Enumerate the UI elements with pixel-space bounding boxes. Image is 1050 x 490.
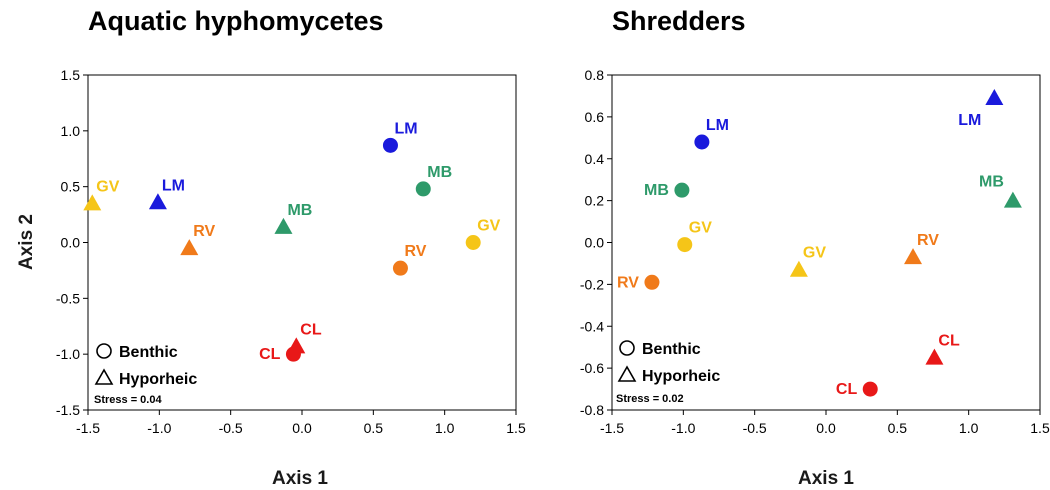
point-label-mb: MB (427, 164, 452, 181)
point-label-lm: LM (958, 112, 981, 129)
point-label-rv: RV (617, 274, 639, 291)
legend: Benthic Hyporheic Stress = 0.02 (616, 340, 720, 405)
chart-title: Shredders (612, 6, 746, 36)
stress-value: Stress = 0.02 (616, 393, 684, 405)
hyporheic-point-lm (985, 89, 1004, 106)
legend-benthic-label: Benthic (119, 344, 178, 361)
shredders-panel: Shredders Axis 1 -1.5 -1.0 -0.5 0.0 0.5 1.0 1.… (580, 6, 1050, 489)
stress-value: Stress = 0.04 (94, 394, 162, 406)
benthic-point-lm (694, 134, 710, 150)
hyporheic-point-cl (925, 348, 944, 365)
y-tick-label: 0.0 (585, 235, 605, 251)
x-tick-label: -0.5 (219, 420, 243, 436)
benthic-point-cl (862, 381, 878, 397)
x-tick-label: 0.5 (888, 420, 908, 436)
hyporheic-point-mb (274, 217, 293, 234)
chart-title: Aquatic hyphomycetes (88, 6, 384, 36)
y-tick-label: 0.5 (61, 179, 81, 195)
point-label-rv: RV (193, 223, 215, 240)
y-axis-ticks: -1.5 -1.0 -0.5 0.0 0.5 1.0 1.5 (56, 67, 88, 418)
benthic-point-mb (415, 181, 431, 197)
x-tick-label: -1.5 (600, 420, 624, 436)
x-tick-label: 1.5 (1030, 420, 1050, 436)
x-tick-label: -1.0 (671, 420, 695, 436)
legend: Benthic Hyporheic Stress = 0.04 (94, 343, 197, 406)
point-label-lm: LM (162, 177, 185, 194)
point-label-gv: GV (803, 245, 826, 262)
x-tick-label: 0.5 (364, 420, 384, 436)
point-label-rv: RV (404, 243, 426, 260)
point-label-gv: GV (96, 178, 119, 195)
x-tick-label: -0.5 (743, 420, 767, 436)
data-points: LM MB GV RV CL GV LM RV MB CL (83, 120, 501, 363)
x-axis-title: Axis 1 (798, 468, 854, 489)
benthic-point-mb (674, 182, 690, 198)
benthic-point-gv (677, 237, 693, 253)
y-tick-label: -0.2 (580, 276, 604, 292)
x-tick-label: 1.0 (959, 420, 979, 436)
y-tick-label: 1.0 (61, 123, 81, 139)
hyporheic-legend-marker (94, 368, 114, 385)
benthic-point-rv (392, 260, 408, 276)
hyporheic-legend-marker (617, 365, 637, 382)
hyporheic-point-gv (789, 260, 808, 277)
y-tick-label: 0.8 (585, 67, 605, 83)
data-points: LM MB GV RV CL LM MB RV GV CL (617, 89, 1022, 398)
y-axis-ticks: -0.8 -0.6 -0.4 -0.2 0.0 0.2 0.4 0.6 0.8 (580, 67, 612, 418)
hyporheic-point-gv (83, 194, 102, 211)
y-tick-label: -0.8 (580, 402, 604, 418)
aquatic-hyphomycetes-panel: Aquatic hyphomycetes Axis 1 Axis 2 -1.5-… (16, 6, 526, 489)
benthic-point-lm (382, 137, 398, 153)
point-label-cl: CL (259, 346, 281, 363)
x-tick-label: -1.5 (76, 420, 100, 436)
y-tick-label: 0.6 (585, 109, 605, 125)
y-tick-label: 0.2 (585, 193, 605, 209)
y-tick-label: -0.4 (580, 318, 604, 334)
benthic-point-gv (465, 235, 481, 250)
y-axis-title: Axis 2 (16, 214, 37, 270)
y-tick-label: -0.5 (56, 290, 80, 306)
benthic-legend-marker (619, 340, 635, 356)
x-tick-label: 1.5 (506, 420, 526, 436)
benthic-point-rv (644, 274, 660, 290)
point-label-mb: MB (287, 202, 312, 219)
legend-hyporheic-label: Hyporheic (642, 368, 720, 385)
x-tick-label: 0.0 (292, 420, 312, 436)
hyporheic-point-mb (1003, 191, 1022, 208)
point-label-mb: MB (979, 174, 1004, 191)
point-label-rv: RV (917, 232, 939, 249)
legend-benthic-label: Benthic (642, 341, 701, 358)
y-tick-label: 0.0 (61, 235, 81, 251)
point-label-cl: CL (300, 321, 322, 338)
legend-hyporheic-label: Hyporheic (119, 371, 197, 388)
point-label-gv: GV (477, 218, 500, 235)
point-label-lm: LM (394, 120, 417, 137)
point-label-mb: MB (644, 182, 669, 199)
hyporheic-point-rv (180, 239, 199, 256)
hyporheic-point-lm (148, 193, 167, 210)
x-axis-ticks: -1.5 -1.0 -0.5 0.0 0.5 1.0 1.5 (76, 410, 526, 436)
x-axis-title: Axis 1 (272, 468, 328, 489)
x-tick-label: 0.0 (816, 420, 836, 436)
x-tick-label: -1.0 (147, 420, 171, 436)
y-tick-label: -0.6 (580, 360, 604, 376)
benthic-legend-marker (96, 343, 112, 359)
y-tick-label: 1.5 (61, 67, 81, 83)
y-tick-label: -1.5 (56, 402, 80, 418)
point-label-cl: CL (836, 381, 858, 398)
point-label-gv: GV (689, 220, 712, 237)
y-tick-label: 0.4 (585, 151, 605, 167)
x-tick-label: 1.0 (435, 420, 455, 436)
hyporheic-point-cl (287, 337, 306, 354)
y-tick-label: -1.0 (56, 346, 80, 362)
hyporheic-point-rv (904, 248, 923, 265)
point-label-lm: LM (706, 117, 729, 134)
x-axis-ticks: -1.5 -1.0 -0.5 0.0 0.5 1.0 1.5 (600, 410, 1050, 436)
point-label-cl: CL (938, 333, 960, 350)
